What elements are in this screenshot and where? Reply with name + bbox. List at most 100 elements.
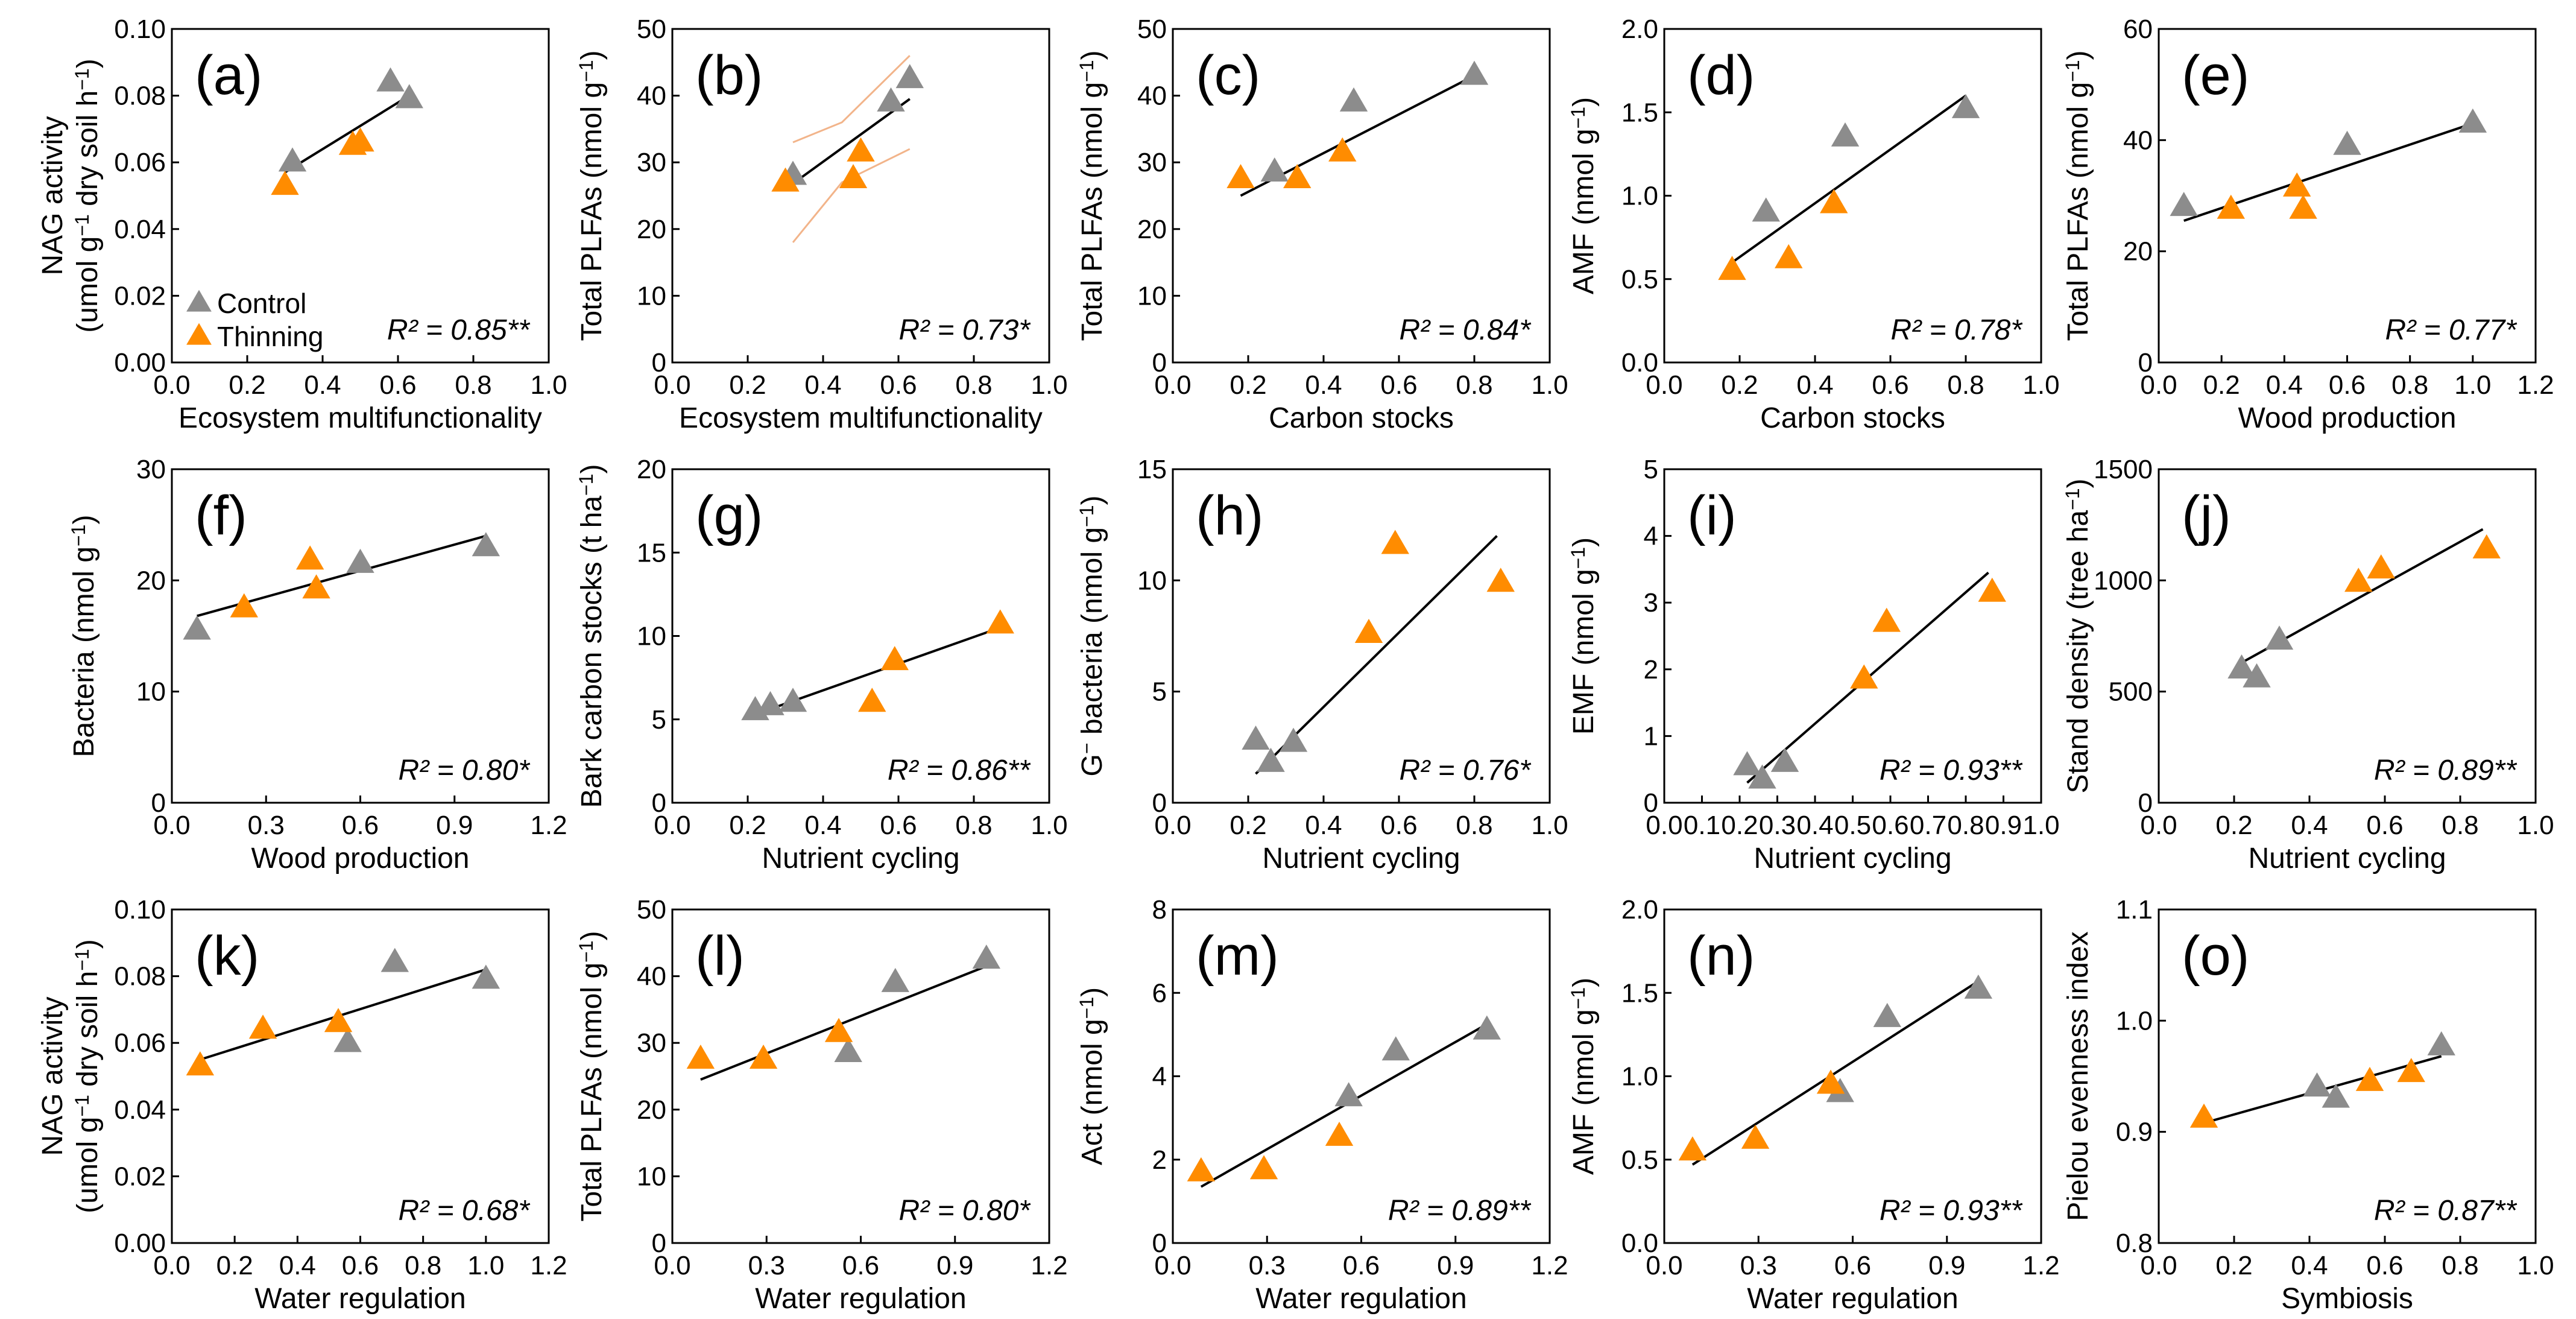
x-tick-label: 0.8 (1456, 370, 1492, 400)
y-axis-label: Stand density (tree ha−1​) (2062, 478, 2094, 793)
thinning-point (186, 1051, 215, 1076)
control-point (756, 691, 784, 715)
panel-label: (h) (1196, 485, 1263, 546)
thinning-point (346, 127, 374, 152)
x-tick-label: 0.6 (2366, 811, 2403, 840)
x-tick-label: 0.4 (2291, 811, 2328, 840)
y-tick-label: 4 (1152, 1062, 1167, 1092)
y-tick-label: 30 (637, 148, 666, 177)
control-point (2333, 130, 2361, 155)
thinning-point (2397, 1058, 2425, 1083)
thinning-point (1850, 664, 1878, 689)
r2-annotation: R² = 0.84* (1400, 314, 1532, 346)
control-point (2227, 654, 2256, 678)
y-tick-label: 1.0 (2116, 1006, 2153, 1036)
y-tick-label: 8 (1152, 895, 1167, 925)
panel-label: (f) (195, 485, 247, 546)
thinning-point (1187, 1157, 1216, 1181)
panel-f: 0.0 0.3 0.6 0.9 1.2 0 10 20 30 Wood production Bac… (68, 455, 567, 875)
thinning-point (2367, 554, 2395, 579)
thinning-point (2355, 1066, 2384, 1091)
x-tick-label: 0.8 (1456, 811, 1492, 840)
regression-line (200, 968, 487, 1061)
x-tick-label: 0.8 (2391, 370, 2428, 400)
y-tick-label: 1.0 (1621, 1062, 1658, 1092)
control-point (395, 84, 423, 109)
thinning-point (1872, 607, 1901, 632)
y-tick-label: 3 (1644, 588, 1658, 618)
y-tick-label: 20 (2123, 237, 2153, 267)
thinning-point (1741, 1124, 1770, 1149)
y-axis-label: Total PLFAs (nmol g−1​) (1076, 51, 1108, 341)
y-tick-label: 40 (637, 81, 666, 111)
r2-annotation: R² = 0.76* (1400, 754, 1532, 786)
y-axis-label: (umol g−1​ dry soil h−1​) (71, 59, 104, 332)
panel-label: (j) (2182, 485, 2231, 546)
control-point (183, 615, 211, 640)
r2-annotation: R² = 0.68* (399, 1195, 531, 1227)
x-tick-label: 1.0 (2517, 811, 2554, 840)
plot-frame (1172, 468, 1551, 804)
x-tick-label: 0.6 (1872, 370, 1908, 400)
y-tick-label: 10 (637, 622, 666, 651)
y-tick-label: 20 (637, 215, 666, 244)
x-tick-label: 0.9 (1437, 1251, 1474, 1280)
control-point (1473, 1015, 1501, 1040)
x-tick-label: 0.0 (153, 370, 190, 400)
y-tick-label: 5 (652, 705, 666, 735)
y-tick-label: 30 (1137, 148, 1167, 177)
y-axis-label: (umol g−1​ dry soil h−1​) (71, 939, 104, 1213)
x-tick-label: 0.0 (1646, 811, 1682, 840)
x-tick-label: 0.6 (2329, 370, 2366, 400)
x-tick-label: 0.7 (1910, 811, 1946, 840)
plot-frame (171, 28, 550, 364)
x-axis-label: Water regulation (254, 1283, 466, 1315)
thinning-point (1328, 137, 1357, 162)
thinning-point (324, 1008, 353, 1033)
y-tick-label: 0.08 (114, 81, 166, 111)
x-tick-label: 0.2 (729, 370, 766, 400)
x-tick-label: 0.5 (1834, 811, 1871, 840)
panel-d: 0.0 0.2 0.4 0.6 0.8 1.0 0.0 0.5 1.0 1.5 2.0 Carbon … (1567, 14, 2060, 434)
y-axis-label: Pielou evenness index (2062, 931, 2094, 1221)
y-tick-label: 5 (1152, 677, 1167, 707)
plot-frame (2158, 468, 2537, 804)
thinning-point (2217, 194, 2245, 219)
thinning-point (771, 167, 800, 192)
control-point (376, 67, 405, 92)
y-axis-label: Total PLFAs (nmol g−1​) (2062, 51, 2094, 341)
y-tick-label: 2.0 (1621, 14, 1658, 44)
x-tick-label: 0.6 (1380, 370, 1417, 400)
x-axis-label: Nutrient cycling (1754, 843, 1951, 875)
x-tick-label: 0.6 (1343, 1251, 1380, 1280)
control-point (1733, 751, 1761, 776)
x-tick-label: 0.4 (1305, 811, 1342, 840)
y-tick-label: 0 (2138, 788, 2153, 818)
x-tick-label: 0.0 (2140, 1251, 2177, 1280)
x-axis-label: Wood production (2238, 402, 2456, 434)
x-tick-label: 1.2 (2022, 1251, 2059, 1280)
legend-thinning-label: Thinning (217, 321, 323, 352)
x-axis-label: Nutrient cycling (2248, 843, 2446, 875)
x-tick-label: 0.4 (2291, 1251, 2328, 1280)
x-tick-label: 0.2 (1721, 370, 1758, 400)
panel-label: (i) (1687, 485, 1737, 546)
control-point (1748, 764, 1776, 789)
plot-frame (2158, 908, 2537, 1244)
x-tick-label: 0.3 (748, 1251, 785, 1280)
r2-annotation: R² = 0.89** (2374, 754, 2517, 786)
control-point (2243, 663, 2271, 688)
thinning-point (1283, 164, 1312, 189)
x-tick-label: 0.4 (804, 811, 841, 840)
r2-annotation: R² = 0.73* (899, 314, 1031, 346)
y-tick-label: 30 (136, 455, 166, 484)
x-axis-label: Symbiosis (2281, 1283, 2413, 1315)
y-tick-label: 0.10 (114, 14, 166, 44)
y-tick-label: 0.5 (1621, 265, 1658, 294)
y-tick-label: 0.0 (1621, 348, 1658, 378)
y-axis-label: Bark carbon stocks (t ha−1​) (575, 464, 608, 808)
y-tick-label: 2.0 (1621, 895, 1658, 925)
control-point (1339, 87, 1368, 112)
r2-annotation: R² = 0.85** (387, 314, 530, 346)
y-axis-label: AMF (nmol g−1​) (1567, 97, 1600, 294)
